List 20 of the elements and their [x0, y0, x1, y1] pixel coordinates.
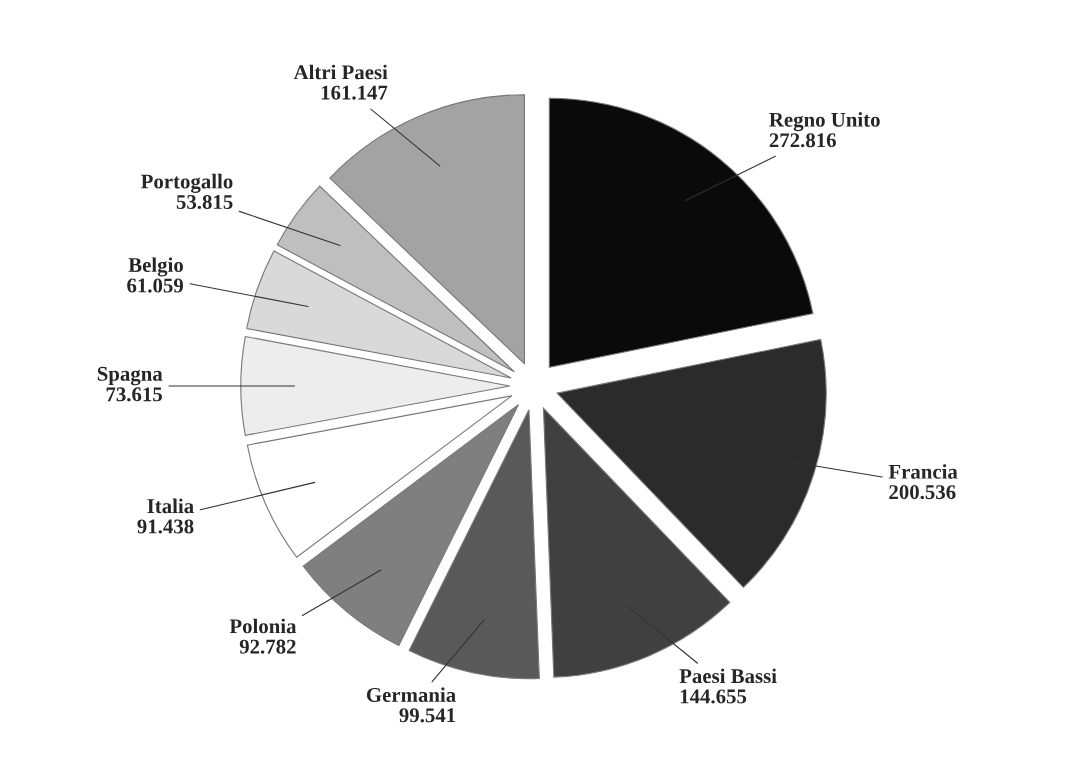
- slice-label: Portogallo: [141, 173, 233, 193]
- slice-label: Paesi Bassi: [679, 668, 777, 684]
- slice-label: Regno Unito: [769, 112, 880, 132]
- data-label: 61.059: [127, 278, 184, 293]
- data-label: 99.541: [399, 708, 456, 723]
- data-label: 200.536: [889, 485, 956, 500]
- data-label: 272.816: [769, 133, 836, 148]
- data-label: 144.655: [680, 689, 747, 704]
- slice-label: Italia: [147, 498, 194, 514]
- slice-label: Francia: [888, 464, 958, 479]
- data-label: 92.782: [239, 639, 296, 654]
- slice-label: Altri Paesi: [293, 64, 388, 80]
- data-label: 161.147: [321, 85, 388, 100]
- data-label: 91.438: [137, 519, 194, 534]
- slice-label: Germania: [366, 687, 456, 702]
- slice-label: Belgio: [128, 257, 183, 277]
- slice-label: Spagna: [97, 366, 163, 386]
- data-label: 53.815: [176, 194, 233, 210]
- data-label: 73.615: [106, 387, 162, 402]
- slice-label: Polonia: [229, 618, 297, 634]
